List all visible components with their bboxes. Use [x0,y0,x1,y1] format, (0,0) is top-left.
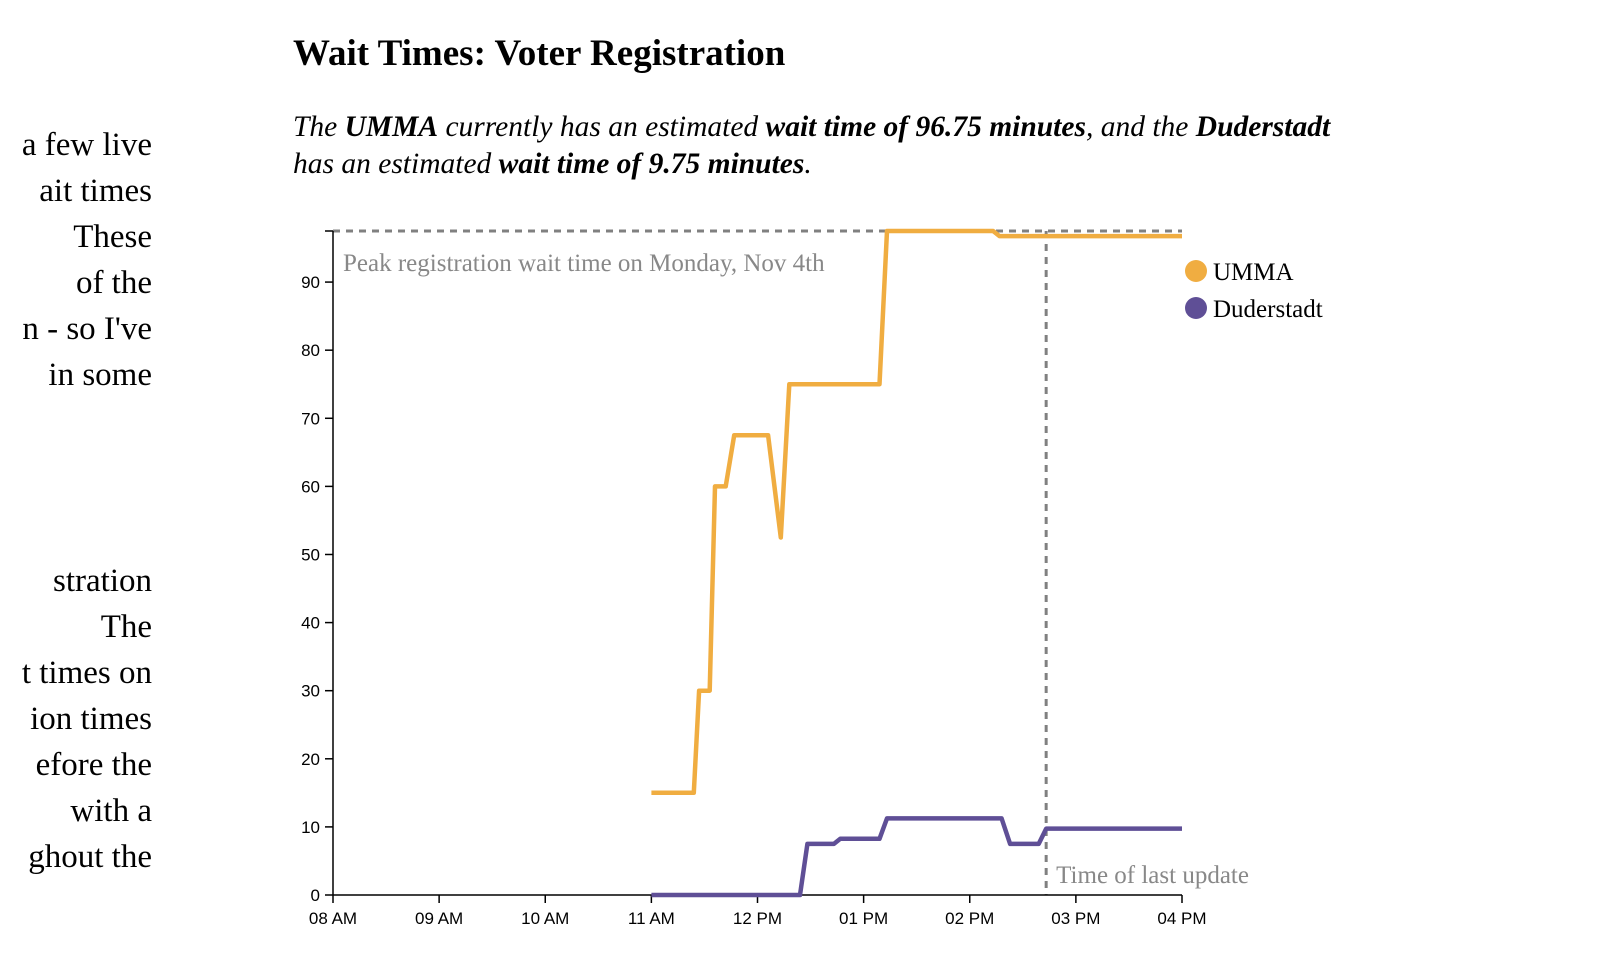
paragraph-line: of the [75,265,152,301]
y-tick-label: 50 [301,545,320,564]
chart-subtitle: The UMMA currently has an estimated wait… [293,109,1333,183]
y-tick-label: 20 [301,750,320,769]
intro-paragraph: a few live ait times These of the n - so I'v… [0,122,152,398]
chart-title: Wait Times: Voter Registration [293,33,786,74]
last-update-annotation: Time of last update [1056,862,1249,889]
x-tick-label: 08 AM [309,909,357,928]
x-tick-label: 10 AM [521,909,569,928]
legend-label-duderstadt: Duderstadt [1213,296,1323,323]
y-tick-label: 40 [301,614,320,633]
y-tick-label: 90 [301,273,320,292]
paragraph-line: These [73,219,152,255]
legend-marker-duderstadt [1185,297,1207,319]
y-tick-label: 10 [301,818,320,837]
subtitle-text: . [804,148,812,180]
subtitle-text: currently has an estimated [438,111,766,143]
y-tick-label: 30 [301,682,320,701]
x-tick-label: 11 AM [628,909,675,928]
subtitle-emphasis: wait time of 96.75 minutes [765,111,1086,143]
y-tick-label: 70 [301,409,320,428]
paragraph-line: ghout the [28,839,152,875]
y-tick-label: 0 [311,886,320,905]
paragraph-line: The [100,609,152,645]
paragraph-line: ait times [39,173,152,209]
x-tick-label: 02 PM [945,909,994,928]
legend-label-umma: UMMA [1213,259,1294,286]
x-tick-label: 03 PM [1051,909,1100,928]
subtitle-text: The [293,111,345,143]
paragraph-line: with a [70,793,152,829]
subtitle-emphasis: Duderstadt [1195,111,1331,143]
paragraph-line: ion times [30,701,152,737]
subtitle-emphasis: wait time of 9.75 minutes [498,148,805,180]
subtitle-text: has an estimated [293,148,499,180]
paragraph-line: t times on [21,655,152,691]
x-tick-label: 12 PM [733,909,782,928]
x-tick-label: 09 AM [415,909,463,928]
paragraph-line: a few live [21,127,152,163]
x-tick-label: 01 PM [839,909,888,928]
y-tick-label: 60 [301,477,320,496]
description-paragraph: stration The t times on ion times efore the … [0,558,152,880]
series-line-duderstadt [651,816,1182,898]
paragraph-line: in some [48,357,152,393]
peak-annotation: Peak registration wait time on Monday, N… [343,250,825,277]
x-tick-label: 04 PM [1157,909,1206,928]
y-tick-label: 80 [301,341,320,360]
paragraph-line: efore the [35,747,152,783]
legend-marker-umma [1185,260,1207,282]
subtitle-emphasis: UMMA [344,111,439,143]
series-line-umma [651,228,1182,796]
paragraph-line: stration [53,563,152,599]
paragraph-line: n - so I've [22,311,152,347]
subtitle-text: , and the [1085,111,1196,143]
